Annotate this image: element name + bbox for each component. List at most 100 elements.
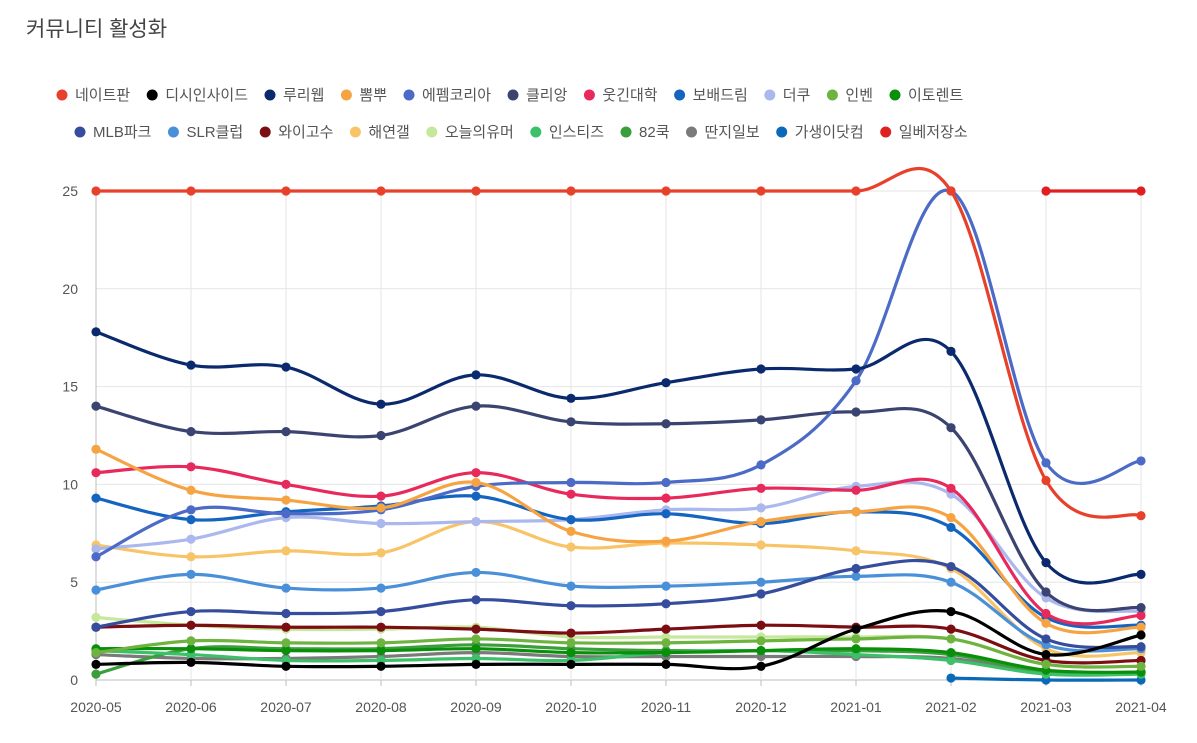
- data-point[interactable]: [1041, 587, 1051, 597]
- data-point[interactable]: [946, 423, 956, 433]
- legend-item[interactable]: 인벤: [826, 87, 873, 104]
- data-point[interactable]: [661, 186, 671, 196]
- data-point[interactable]: [91, 585, 101, 595]
- data-point[interactable]: [281, 479, 291, 489]
- data-point[interactable]: [946, 577, 956, 587]
- data-point[interactable]: [1136, 603, 1146, 613]
- data-point[interactable]: [281, 509, 291, 519]
- data-point[interactable]: [1136, 569, 1146, 579]
- data-point[interactable]: [661, 493, 671, 503]
- legend-item[interactable]: 뽐뿌: [340, 87, 387, 104]
- data-point[interactable]: [756, 577, 766, 587]
- data-point[interactable]: [1136, 186, 1146, 196]
- data-point[interactable]: [91, 552, 101, 562]
- legend-item[interactable]: 오늘의유머: [426, 124, 514, 141]
- data-point[interactable]: [756, 186, 766, 196]
- data-point[interactable]: [376, 583, 386, 593]
- data-point[interactable]: [186, 426, 196, 437]
- data-point[interactable]: [186, 657, 196, 667]
- data-point[interactable]: [471, 624, 481, 634]
- data-point[interactable]: [756, 415, 766, 425]
- data-point[interactable]: [91, 327, 101, 337]
- data-point[interactable]: [376, 622, 386, 632]
- data-point[interactable]: [566, 581, 576, 591]
- data-point[interactable]: [661, 599, 671, 609]
- data-point[interactable]: [566, 601, 576, 611]
- legend-item[interactable]: 디시인사이드: [146, 87, 249, 104]
- data-point[interactable]: [661, 659, 671, 669]
- data-point[interactable]: [946, 634, 956, 644]
- data-point[interactable]: [946, 561, 956, 572]
- data-point[interactable]: [186, 569, 196, 579]
- data-point[interactable]: [946, 522, 956, 533]
- data-point[interactable]: [471, 634, 481, 644]
- data-point[interactable]: [946, 483, 956, 493]
- legend-item[interactable]: 일베저장소: [880, 124, 968, 141]
- data-point[interactable]: [756, 503, 766, 513]
- data-point[interactable]: [91, 622, 101, 632]
- data-point[interactable]: [1136, 630, 1146, 640]
- data-point[interactable]: [471, 186, 481, 196]
- data-point[interactable]: [661, 648, 671, 658]
- data-point[interactable]: [661, 509, 671, 519]
- data-point[interactable]: [91, 544, 101, 554]
- data-point[interactable]: [186, 515, 196, 525]
- data-point[interactable]: [851, 485, 861, 495]
- data-point[interactable]: [1041, 634, 1051, 644]
- data-point[interactable]: [851, 571, 861, 581]
- data-point[interactable]: [376, 503, 386, 513]
- data-point[interactable]: [186, 534, 196, 544]
- data-point[interactable]: [756, 516, 766, 527]
- data-point[interactable]: [376, 491, 386, 501]
- data-point[interactable]: [946, 186, 956, 196]
- data-point[interactable]: [946, 346, 956, 356]
- data-point[interactable]: [91, 659, 101, 669]
- data-point[interactable]: [186, 636, 196, 646]
- data-point[interactable]: [566, 186, 576, 196]
- data-point[interactable]: [756, 661, 766, 671]
- data-point[interactable]: [566, 515, 576, 525]
- legend-item[interactable]: 82쿡: [620, 124, 670, 141]
- data-point[interactable]: [851, 186, 861, 196]
- data-point[interactable]: [661, 581, 671, 591]
- data-point[interactable]: [471, 370, 481, 380]
- data-point[interactable]: [1041, 608, 1051, 619]
- data-point[interactable]: [471, 491, 481, 501]
- data-point[interactable]: [946, 624, 956, 634]
- legend-item[interactable]: 웃긴대학: [583, 87, 658, 104]
- data-point[interactable]: [1041, 558, 1051, 568]
- data-point[interactable]: [1136, 456, 1146, 466]
- data-point[interactable]: [661, 477, 671, 488]
- data-point[interactable]: [471, 468, 481, 478]
- legend-item[interactable]: 해연갤: [349, 124, 410, 141]
- data-point[interactable]: [756, 646, 766, 656]
- data-point[interactable]: [471, 659, 481, 669]
- data-point[interactable]: [661, 624, 671, 634]
- data-point[interactable]: [566, 648, 576, 658]
- data-point[interactable]: [281, 583, 291, 593]
- data-point[interactable]: [281, 495, 291, 505]
- data-point[interactable]: [471, 401, 481, 411]
- data-point[interactable]: [661, 536, 671, 546]
- data-point[interactable]: [566, 477, 576, 488]
- data-point[interactable]: [186, 644, 196, 654]
- data-point[interactable]: [376, 661, 386, 671]
- data-point[interactable]: [851, 563, 861, 574]
- legend-item[interactable]: 가생이닷컴: [776, 124, 864, 141]
- data-point[interactable]: [851, 644, 861, 654]
- data-point[interactable]: [1136, 642, 1146, 652]
- data-point[interactable]: [756, 589, 766, 599]
- data-point[interactable]: [91, 186, 101, 196]
- data-point[interactable]: [946, 648, 956, 658]
- data-point[interactable]: [91, 468, 101, 478]
- data-point[interactable]: [376, 646, 386, 656]
- data-point[interactable]: [281, 546, 291, 556]
- legend-item[interactable]: 인스티즈: [530, 124, 604, 141]
- data-point[interactable]: [946, 606, 956, 617]
- legend-item[interactable]: 딴지일보: [686, 124, 760, 141]
- data-point[interactable]: [946, 673, 956, 683]
- data-point[interactable]: [186, 186, 196, 196]
- data-point[interactable]: [661, 419, 671, 429]
- legend-item[interactable]: 루리웹: [264, 87, 325, 104]
- data-point[interactable]: [1136, 610, 1146, 621]
